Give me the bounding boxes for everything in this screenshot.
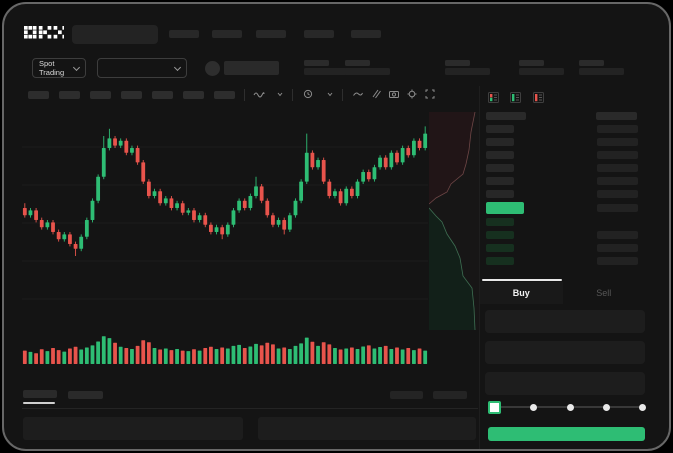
interval-button-6[interactable]	[183, 91, 204, 99]
nav-item-1[interactable]	[169, 30, 199, 38]
bottom-tab-1[interactable]	[23, 390, 57, 398]
interval-button-1[interactable]	[28, 91, 49, 99]
toolbar-divider	[244, 89, 245, 101]
orderbook-ask-row[interactable]	[480, 122, 662, 135]
wave-icon[interactable]	[253, 88, 265, 100]
bottom-action-2[interactable]	[433, 391, 467, 399]
bottom-input-2[interactable]	[258, 417, 476, 440]
bottom-action-1[interactable]	[390, 391, 423, 399]
interval-button-3[interactable]	[90, 91, 111, 99]
depth-profile-chart[interactable]	[428, 111, 479, 331]
market-type-selector[interactable]: Spot Trading	[32, 58, 86, 78]
orderbook-amount-column-header	[596, 112, 637, 120]
volume-chart[interactable]	[22, 332, 428, 364]
interval-button-4[interactable]	[121, 91, 142, 99]
orderbook-last-price-row[interactable]	[480, 200, 662, 215]
ticker-stat-1	[304, 60, 349, 75]
trade-tabs: Buy Sell	[480, 282, 645, 304]
tab-buy[interactable]: Buy	[480, 282, 563, 304]
pair-selector[interactable]	[97, 58, 187, 78]
chevron-down-icon	[173, 63, 182, 71]
chevron-down-icon[interactable]	[274, 88, 286, 100]
nav-item-5[interactable]	[351, 30, 381, 38]
settings-gear-icon[interactable]	[406, 88, 418, 100]
orderbook-panel: Buy Sell	[479, 86, 662, 449]
bottom-panel	[22, 386, 478, 448]
nav-item-4[interactable]	[304, 30, 334, 38]
bottom-tab-2[interactable]	[68, 391, 103, 399]
tab-sell[interactable]: Sell	[596, 288, 612, 298]
chevron-down-icon[interactable]	[324, 88, 336, 100]
active-tab-indicator	[482, 279, 562, 281]
interval-button-2[interactable]	[59, 91, 80, 99]
bottom-tab-active-indicator	[23, 402, 55, 404]
market-type-label: Spot Trading	[39, 59, 65, 77]
orderbook-bid-row[interactable]	[480, 215, 662, 228]
search-input[interactable]	[72, 25, 158, 44]
order-form-field-1[interactable]	[485, 310, 645, 333]
candlestick-chart[interactable]	[22, 112, 428, 330]
trend-line-icon[interactable]	[352, 88, 364, 100]
orderbook-price-column-header	[486, 112, 526, 120]
slider-step-1[interactable]	[530, 403, 538, 411]
pair-avatar[interactable]	[205, 61, 220, 76]
orderbook-bid-row[interactable]	[480, 241, 662, 254]
book-asks-icon[interactable]	[532, 90, 544, 108]
ticker-stat-3	[445, 60, 490, 75]
ticker-stat-2	[345, 60, 390, 75]
okx-logo-icon[interactable]	[24, 26, 67, 45]
ticker-stat-5	[579, 60, 624, 75]
pair-name-placeholder	[224, 61, 279, 75]
clock-icon[interactable]	[302, 88, 314, 100]
draw-tools-icon[interactable]	[370, 88, 382, 100]
buy-submit-button[interactable]	[488, 427, 645, 441]
orderbook-view-toggles	[488, 90, 551, 108]
slider-handle[interactable]	[488, 400, 501, 414]
fullscreen-icon[interactable]	[424, 88, 436, 100]
nav-item-3[interactable]	[256, 30, 286, 38]
divider	[22, 408, 478, 409]
bottom-input-1[interactable]	[23, 417, 243, 440]
slider-step-4[interactable]	[639, 403, 646, 411]
book-combined-icon[interactable]	[488, 90, 499, 108]
orderbook-ask-row[interactable]	[480, 161, 662, 174]
book-bids-icon[interactable]	[510, 90, 522, 108]
amount-slider[interactable]	[488, 400, 646, 414]
orderbook-bid-row[interactable]	[480, 228, 662, 241]
orderbook-ask-row[interactable]	[480, 174, 662, 187]
orderbook-bid-row[interactable]	[480, 254, 662, 267]
orderbook-rows	[480, 122, 662, 267]
slider-step-3[interactable]	[602, 403, 610, 411]
orderbook-ask-row[interactable]	[480, 187, 662, 200]
interval-button-7[interactable]	[214, 91, 235, 99]
slider-step-2[interactable]	[566, 403, 574, 411]
orderbook-ask-row[interactable]	[480, 135, 662, 148]
ticker-stat-4	[519, 60, 564, 75]
chevron-down-icon	[72, 63, 81, 71]
toolbar-divider	[292, 89, 293, 101]
order-form-field-2[interactable]	[485, 341, 645, 364]
order-form-field-3[interactable]	[485, 372, 645, 395]
interval-button-5[interactable]	[152, 91, 173, 99]
order-form	[485, 310, 645, 403]
toolbar-divider	[342, 89, 343, 101]
last-price-bar	[486, 201, 524, 214]
nav-item-2[interactable]	[212, 30, 242, 38]
orderbook-ask-row[interactable]	[480, 148, 662, 161]
camera-icon[interactable]	[388, 88, 400, 100]
